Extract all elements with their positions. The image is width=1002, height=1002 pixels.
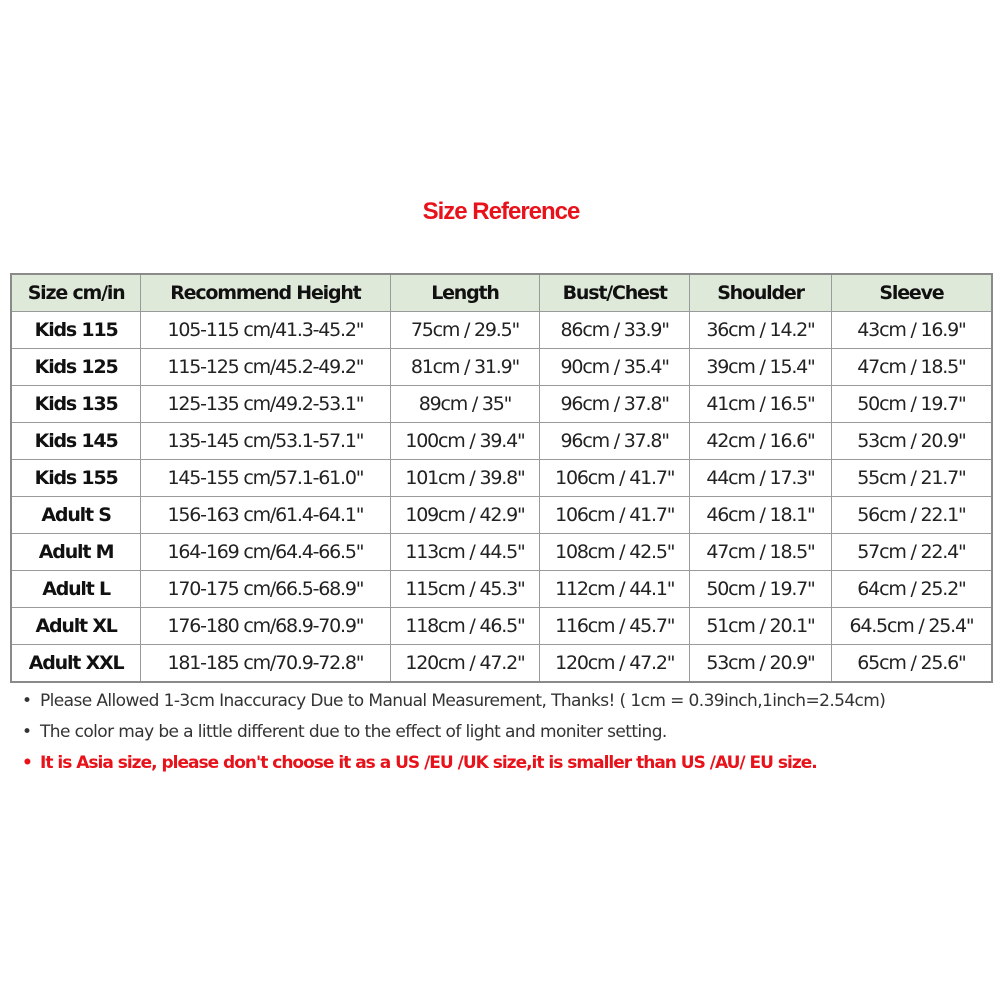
table-cell: 50cm / 19.7"	[689, 570, 832, 608]
table-cell: 57cm / 22.4"	[830, 533, 993, 571]
table-cell: 96cm / 37.8"	[539, 385, 691, 423]
table-cell: 43cm / 16.9"	[830, 311, 993, 349]
table-cell: 170-175 cm/66.5-68.9"	[140, 570, 391, 608]
size-label: Kids 125	[10, 348, 142, 386]
note-text: Please Allowed 1-3cm Inaccuracy Due to M…	[40, 691, 886, 711]
note-item: • Please Allowed 1-3cm Inaccuracy Due to …	[22, 688, 886, 719]
table-row: Adult M 164-169 cm/64.4-66.5" 113cm / 44.5…	[10, 533, 993, 571]
table-header-row: Size cm/in Recommend Height Length Bust/Che…	[10, 273, 993, 312]
table-cell: 120cm / 47.2"	[389, 644, 541, 683]
table-row: Adult XL 176-180 cm/68.9-70.9" 118cm / 46.…	[10, 607, 993, 645]
column-header: Sleeve	[830, 273, 993, 312]
table-cell: 109cm / 42.9"	[389, 496, 541, 534]
table-cell: 64cm / 25.2"	[830, 570, 993, 608]
table-cell: 56cm / 22.1"	[830, 496, 993, 534]
table-cell: 115-125 cm/45.2-49.2"	[140, 348, 391, 386]
table-cell: 64.5cm / 25.4"	[830, 607, 993, 645]
table-cell: 53cm / 20.9"	[689, 644, 832, 683]
column-header: Size cm/in	[10, 273, 142, 312]
table-cell: 118cm / 46.5"	[389, 607, 541, 645]
column-header: Shoulder	[689, 273, 832, 312]
table-cell: 125-135 cm/49.2-53.1"	[140, 385, 391, 423]
table-row: Kids 115 105-115 cm/41.3-45.2" 75cm / 29.5…	[10, 311, 993, 349]
note-text: It is Asia size, please don't choose it …	[40, 753, 818, 773]
size-label: Adult XL	[10, 607, 142, 645]
table-row: Kids 145 135-145 cm/53.1-57.1" 100cm / 39.…	[10, 422, 993, 460]
table-row: Adult XXL 181-185 cm/70.9-72.8" 120cm / 47…	[10, 644, 993, 683]
table-cell: 164-169 cm/64.4-66.5"	[140, 533, 391, 571]
size-label: Kids 155	[10, 459, 142, 497]
table-row: Kids 155 145-155 cm/57.1-61.0" 101cm / 39.…	[10, 459, 993, 497]
note-item: • The color may be a little different due…	[22, 719, 885, 750]
table-cell: 55cm / 21.7"	[830, 459, 993, 497]
note-text: The color may be a little different due …	[40, 722, 667, 742]
table-cell: 100cm / 39.4"	[389, 422, 541, 460]
bullet-icon: •	[22, 691, 32, 711]
table-cell: 42cm / 16.6"	[689, 422, 832, 460]
table-cell: 105-115 cm/41.3-45.2"	[140, 311, 391, 349]
notes-list: • Please Allowed 1-3cm Inaccuracy Due to …	[22, 688, 886, 781]
size-label: Adult XXL	[10, 644, 142, 683]
table-row: Adult S 156-163 cm/61.4-64.1" 109cm / 42.9…	[10, 496, 993, 534]
size-label: Kids 145	[10, 422, 142, 460]
table-row: Adult L 170-175 cm/66.5-68.9" 115cm / 45.3…	[10, 570, 993, 608]
size-table: Size cm/in Recommend Height Length Bust/Che…	[10, 273, 993, 683]
table-cell: 65cm / 25.6"	[830, 644, 993, 683]
size-label: Adult L	[10, 570, 142, 608]
table-cell: 89cm / 35"	[389, 385, 541, 423]
table-cell: 53cm / 20.9"	[830, 422, 993, 460]
size-label: Kids 135	[10, 385, 142, 423]
size-label: Kids 115	[10, 311, 142, 349]
bullet-icon: •	[22, 753, 33, 773]
column-header: Recommend Height	[140, 273, 391, 312]
table-cell: 106cm / 41.7"	[539, 459, 691, 497]
size-label: Adult M	[10, 533, 142, 571]
table-cell: 86cm / 33.9"	[539, 311, 691, 349]
table-cell: 101cm / 39.8"	[389, 459, 541, 497]
table-cell: 181-185 cm/70.9-72.8"	[140, 644, 391, 683]
table-cell: 120cm / 47.2"	[539, 644, 691, 683]
table-cell: 116cm / 45.7"	[539, 607, 691, 645]
table-cell: 90cm / 35.4"	[539, 348, 691, 386]
table-cell: 115cm / 45.3"	[389, 570, 541, 608]
table-cell: 47cm / 18.5"	[830, 348, 993, 386]
page-title: Size Reference	[422, 198, 581, 225]
table-cell: 75cm / 29.5"	[389, 311, 541, 349]
table-cell: 108cm / 42.5"	[539, 533, 691, 571]
column-header: Length	[389, 273, 541, 312]
table-cell: 50cm / 19.7"	[830, 385, 993, 423]
table-cell: 112cm / 44.1"	[539, 570, 691, 608]
table-cell: 156-163 cm/61.4-64.1"	[140, 496, 391, 534]
table-cell: 44cm / 17.3"	[689, 459, 832, 497]
bullet-icon: •	[22, 722, 32, 742]
table-cell: 41cm / 16.5"	[689, 385, 832, 423]
table-cell: 47cm / 18.5"	[689, 533, 832, 571]
table-cell: 39cm / 15.4"	[689, 348, 832, 386]
table-row: Kids 135 125-135 cm/49.2-53.1" 89cm / 35" 9…	[10, 385, 993, 423]
table-cell: 96cm / 37.8"	[539, 422, 691, 460]
warning-note: • It is Asia size, please don't choose it…	[22, 750, 885, 781]
column-header: Bust/Chest	[539, 273, 691, 312]
table-cell: 176-180 cm/68.9-70.9"	[140, 607, 391, 645]
table-cell: 145-155 cm/57.1-61.0"	[140, 459, 391, 497]
table-row: Kids 125 115-125 cm/45.2-49.2" 81cm / 31.9…	[10, 348, 993, 386]
table-cell: 46cm / 18.1"	[689, 496, 832, 534]
size-label: Adult S	[10, 496, 142, 534]
table-cell: 135-145 cm/53.1-57.1"	[140, 422, 391, 460]
table-cell: 51cm / 20.1"	[689, 607, 832, 645]
table-cell: 81cm / 31.9"	[389, 348, 541, 386]
table-cell: 113cm / 44.5"	[389, 533, 541, 571]
table-cell: 36cm / 14.2"	[689, 311, 832, 349]
table-cell: 106cm / 41.7"	[539, 496, 691, 534]
